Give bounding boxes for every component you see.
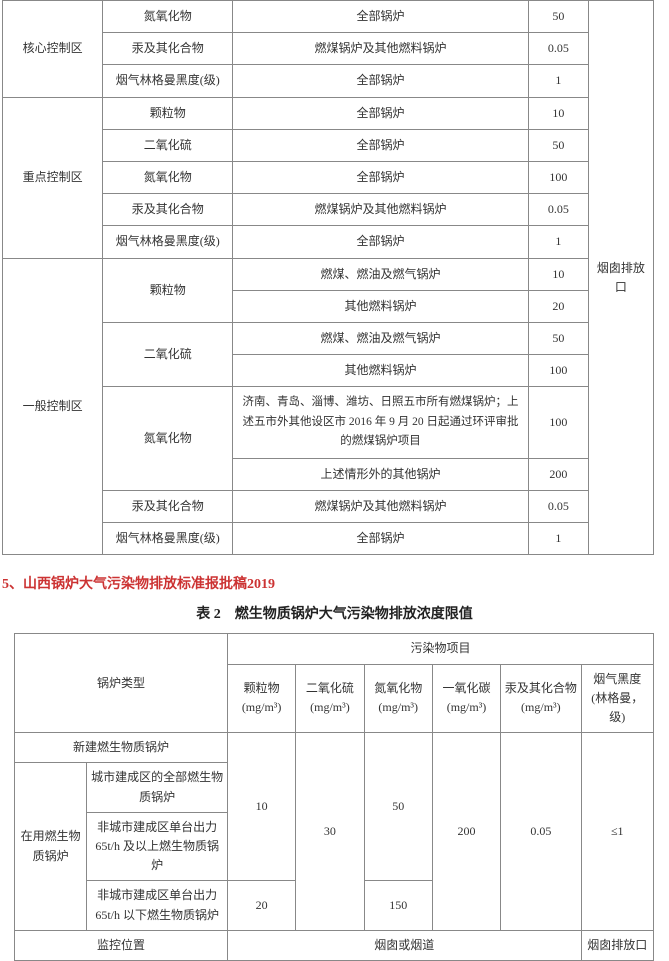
pollutant-label: 氮氧化物 [103,1,233,33]
pollutant-label: 氮氧化物 [103,161,233,193]
zone-label: 一般控制区 [3,258,103,555]
zone-label: 核心控制区 [3,1,103,98]
pollutant-label: 二氧化硫 [103,322,233,386]
limit-value: 0.05 [528,33,588,65]
row-existing-1: 非城市建成区单台出力 65t/h 及以上燃生物质锅炉 [87,812,228,881]
monitor-label: 监控位置 [15,930,228,960]
col-pollutants-header: 污染物项目 [227,634,653,664]
pollutant-label: 颗粒物 [103,258,233,322]
scope-label: 全部锅炉 [233,129,528,161]
limit-value: 10 [528,258,588,290]
col-header: 汞及其化合物(mg/m³) [501,664,581,733]
scope-label: 其他燃料锅炉 [233,355,528,387]
val-pm-b: 20 [227,881,295,930]
pollutant-label: 氮氧化物 [103,387,233,491]
val-nox-b: 150 [364,881,432,930]
row-existing-2: 非城市建成区单台出力 65t/h 以下燃生物质锅炉 [87,881,228,930]
limit-value: 0.05 [528,491,588,523]
pollutant-label: 烟气林格曼黑度(级) [103,523,233,555]
limit-value: 1 [528,65,588,97]
val-hg: 0.05 [501,733,581,931]
zone-label: 重点控制区 [3,97,103,258]
limit-value: 0.05 [528,194,588,226]
limit-value: 50 [528,322,588,354]
limit-value: 50 [528,1,588,33]
col-header: 二氧化硫(mg/m³) [296,664,364,733]
location-label: 烟囱排放口 [588,1,653,555]
limit-value: 100 [528,161,588,193]
scope-label: 全部锅炉 [233,65,528,97]
col-header: 烟气黑度(林格曼，级) [581,664,653,733]
limit-value: 50 [528,129,588,161]
scope-label: 上述情形外的其他锅炉 [233,458,528,490]
limit-value: 20 [528,290,588,322]
limit-value: 10 [528,97,588,129]
pollutant-label: 二氧化硫 [103,129,233,161]
col-header: 一氧化碳(mg/m³) [432,664,500,733]
scope-label: 全部锅炉 [233,97,528,129]
pollutant-label: 烟气林格曼黑度(级) [103,65,233,97]
col-boiler-type: 锅炉类型 [15,634,228,733]
table2-title: 表 2 燃生物质锅炉大气污染物排放浓度限值 [0,603,669,623]
scope-label: 全部锅炉 [233,1,528,33]
val-co: 200 [432,733,500,931]
limit-value: 1 [528,226,588,258]
scope-label: 燃煤、燃油及燃气锅炉 [233,258,528,290]
limit-value: 1 [528,523,588,555]
limit-value: 200 [528,458,588,490]
pollutant-label: 颗粒物 [103,97,233,129]
scope-label: 燃煤锅炉及其他燃料锅炉 [233,491,528,523]
scope-label: 其他燃料锅炉 [233,290,528,322]
section-heading: 5、山西锅炉大气污染物排放标准报批稿2019 [2,573,669,593]
scope-label: 济南、青岛、淄博、潍坊、日照五市所有燃煤锅炉；上述五市外其他设区市 2016 年… [233,387,528,459]
val-so2: 30 [296,733,364,931]
scope-label: 全部锅炉 [233,161,528,193]
pollutant-label: 汞及其化合物 [103,33,233,65]
row-new-boiler: 新建燃生物质锅炉 [15,733,228,763]
emission-limits-table-1: 核心控制区氮氧化物全部锅炉50烟囱排放口汞及其化合物燃煤锅炉及其他燃料锅炉0.0… [2,0,654,555]
val-nox-a: 50 [364,733,432,881]
monitor-val2: 烟囱排放口 [581,930,653,960]
pollutant-label: 烟气林格曼黑度(级) [103,226,233,258]
col-header: 氮氧化物(mg/m³) [364,664,432,733]
scope-label: 全部锅炉 [233,226,528,258]
val-black: ≤1 [581,733,653,931]
scope-label: 全部锅炉 [233,523,528,555]
scope-label: 燃煤、燃油及燃气锅炉 [233,322,528,354]
limit-value: 100 [528,387,588,459]
scope-label: 燃煤锅炉及其他燃料锅炉 [233,33,528,65]
row-existing-0: 城市建成区的全部燃生物质锅炉 [87,763,228,812]
pollutant-label: 汞及其化合物 [103,194,233,226]
pollutant-label: 汞及其化合物 [103,491,233,523]
group-existing: 在用燃生物质锅炉 [15,763,87,930]
emission-limits-table-2: 锅炉类型 污染物项目 颗粒物(mg/m³)二氧化硫(mg/m³)氮氧化物(mg/… [14,633,654,960]
col-header: 颗粒物(mg/m³) [227,664,295,733]
val-pm-a: 10 [227,733,295,881]
limit-value: 100 [528,355,588,387]
scope-label: 燃煤锅炉及其他燃料锅炉 [233,194,528,226]
monitor-val1: 烟囱或烟道 [227,930,581,960]
